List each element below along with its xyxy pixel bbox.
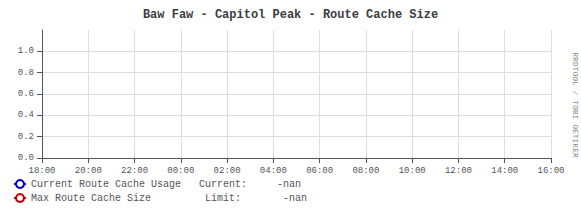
svg-text:Baw Faw - Capitol Peak - Route: Baw Faw - Capitol Peak - Route Cache Siz… xyxy=(143,8,438,22)
svg-text:Max Route Cache Size L: Max Route Cache Size Limit: -nan xyxy=(31,193,307,204)
svg-text:12:00: 12:00 xyxy=(445,166,472,176)
svg-text:1.0: 1.0 xyxy=(18,46,34,56)
svg-text:02:00: 02:00 xyxy=(214,166,241,176)
svg-text:18:00: 18:00 xyxy=(28,166,55,176)
svg-text:0.4: 0.4 xyxy=(18,110,34,120)
svg-text:20:00: 20:00 xyxy=(75,166,102,176)
svg-text:00:00: 00:00 xyxy=(167,166,194,176)
svg-text:08:00: 08:00 xyxy=(352,166,379,176)
svg-text:0.8: 0.8 xyxy=(18,68,34,78)
svg-text:0.6: 0.6 xyxy=(18,89,34,99)
svg-text:0.2: 0.2 xyxy=(18,132,34,142)
svg-text:0.0: 0.0 xyxy=(18,153,34,163)
svg-text:10:00: 10:00 xyxy=(399,166,426,176)
svg-text:22:00: 22:00 xyxy=(121,166,148,176)
svg-text:06:00: 06:00 xyxy=(306,166,333,176)
svg-text:04:00: 04:00 xyxy=(260,166,287,176)
svg-text:16:00: 16:00 xyxy=(537,166,564,176)
svg-text:Current Route Cache Usage Cu: Current Route Cache Usage Current: -nan xyxy=(31,179,301,190)
svg-text:14:00: 14:00 xyxy=(491,166,518,176)
svg-text:RRDTOOL / TOBI OETIKER: RRDTOOL / TOBI OETIKER xyxy=(571,52,580,158)
